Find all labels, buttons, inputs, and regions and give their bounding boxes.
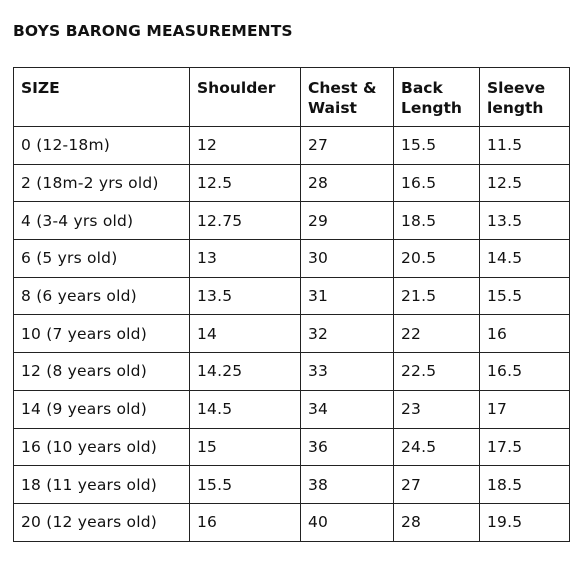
cell-sleeve-length: 17 <box>479 389 570 429</box>
cell-size: 18 (11 years old) <box>13 465 190 504</box>
table-header-row: SIZE Shoulder Chest & Waist Back Length Sl… <box>13 67 570 127</box>
header-size-line1: SIZE <box>21 79 60 97</box>
header-size: SIZE <box>13 67 190 127</box>
cell-back-length: 15.5 <box>393 126 480 165</box>
cell-back-length: 22 <box>393 314 480 354</box>
cell-shoulder: 12 <box>189 126 301 165</box>
cell-size: 14 (9 years old) <box>13 389 190 429</box>
cell-chest-waist: 28 <box>300 163 394 203</box>
header-back-length-line2: Length <box>401 99 462 117</box>
cell-sleeve-length: 17.5 <box>479 427 570 467</box>
header-chest-waist-line2: Waist <box>308 99 357 117</box>
cell-size: 16 (10 years old) <box>13 427 190 467</box>
cell-size: 20 (12 years old) <box>13 502 190 542</box>
table-row: 12 (8 years old) 14.25 33 22.5 16.5 <box>13 352 570 391</box>
header-sleeve-length: Sleeve length <box>479 67 570 127</box>
cell-size: 12 (8 years old) <box>13 352 190 391</box>
cell-size: 6 (5 yrs old) <box>13 239 190 278</box>
table-row: 10 (7 years old) 14 32 22 16 <box>13 314 570 354</box>
cell-sleeve-length: 18.5 <box>479 465 570 504</box>
cell-shoulder: 15 <box>189 427 301 467</box>
table-row: 16 (10 years old) 15 36 24.5 17.5 <box>13 427 570 467</box>
table-row: 20 (12 years old) 16 40 28 19.5 <box>13 502 570 542</box>
table-row: 6 (5 yrs old) 13 30 20.5 14.5 <box>13 239 570 278</box>
cell-chest-waist: 34 <box>300 389 394 429</box>
cell-back-length: 22.5 <box>393 352 480 391</box>
cell-chest-waist: 36 <box>300 427 394 467</box>
table-row: 2 (18m-2 yrs old) 12.5 28 16.5 12.5 <box>13 163 570 203</box>
cell-sleeve-length: 15.5 <box>479 276 570 316</box>
cell-size: 2 (18m-2 yrs old) <box>13 163 190 203</box>
cell-chest-waist: 27 <box>300 126 394 165</box>
cell-size: 0 (12-18m) <box>13 126 190 165</box>
cell-shoulder: 14 <box>189 314 301 354</box>
cell-sleeve-length: 12.5 <box>479 163 570 203</box>
cell-sleeve-length: 13.5 <box>479 201 570 241</box>
header-chest-waist-line1: Chest & <box>308 79 377 97</box>
cell-sleeve-length: 14.5 <box>479 239 570 278</box>
cell-shoulder: 13.5 <box>189 276 301 316</box>
cell-size: 8 (6 years old) <box>13 276 190 316</box>
cell-back-length: 18.5 <box>393 201 480 241</box>
cell-back-length: 28 <box>393 502 480 542</box>
cell-chest-waist: 32 <box>300 314 394 354</box>
cell-shoulder: 16 <box>189 502 301 542</box>
size-chart-table: SIZE Shoulder Chest & Waist Back Length Sl… <box>13 67 570 542</box>
cell-shoulder: 13 <box>189 239 301 278</box>
cell-back-length: 16.5 <box>393 163 480 203</box>
table-row: 0 (12-18m) 12 27 15.5 11.5 <box>13 126 570 165</box>
cell-back-length: 20.5 <box>393 239 480 278</box>
cell-sleeve-length: 16 <box>479 314 570 354</box>
header-back-length-line1: Back <box>401 79 443 97</box>
header-sleeve-length-line2: length <box>487 99 544 117</box>
header-shoulder-line1: Shoulder <box>197 79 276 97</box>
cell-sleeve-length: 19.5 <box>479 502 570 542</box>
table-row: 8 (6 years old) 13.5 31 21.5 15.5 <box>13 276 570 316</box>
cell-shoulder: 14.25 <box>189 352 301 391</box>
table-row: 4 (3-4 yrs old) 12.75 29 18.5 13.5 <box>13 201 570 241</box>
table-body: 0 (12-18m) 12 27 15.5 11.5 2 (18m-2 yrs old) 1… <box>13 126 570 542</box>
cell-back-length: 27 <box>393 465 480 504</box>
cell-chest-waist: 38 <box>300 465 394 504</box>
header-back-length: Back Length <box>393 67 480 127</box>
cell-chest-waist: 40 <box>300 502 394 542</box>
header-sleeve-length-line1: Sleeve <box>487 79 546 97</box>
cell-shoulder: 14.5 <box>189 389 301 429</box>
cell-shoulder: 12.75 <box>189 201 301 241</box>
header-shoulder: Shoulder <box>189 67 301 127</box>
cell-size: 10 (7 years old) <box>13 314 190 354</box>
cell-sleeve-length: 16.5 <box>479 352 570 391</box>
cell-back-length: 23 <box>393 389 480 429</box>
cell-back-length: 21.5 <box>393 276 480 316</box>
cell-chest-waist: 31 <box>300 276 394 316</box>
cell-chest-waist: 30 <box>300 239 394 278</box>
cell-sleeve-length: 11.5 <box>479 126 570 165</box>
table-row: 14 (9 years old) 14.5 34 23 17 <box>13 389 570 429</box>
cell-shoulder: 12.5 <box>189 163 301 203</box>
table-row: 18 (11 years old) 15.5 38 27 18.5 <box>13 465 570 504</box>
page-title: BOYS BARONG MEASUREMENTS <box>13 22 293 40</box>
cell-shoulder: 15.5 <box>189 465 301 504</box>
cell-chest-waist: 29 <box>300 201 394 241</box>
cell-back-length: 24.5 <box>393 427 480 467</box>
header-chest-waist: Chest & Waist <box>300 67 394 127</box>
cell-chest-waist: 33 <box>300 352 394 391</box>
cell-size: 4 (3-4 yrs old) <box>13 201 190 241</box>
